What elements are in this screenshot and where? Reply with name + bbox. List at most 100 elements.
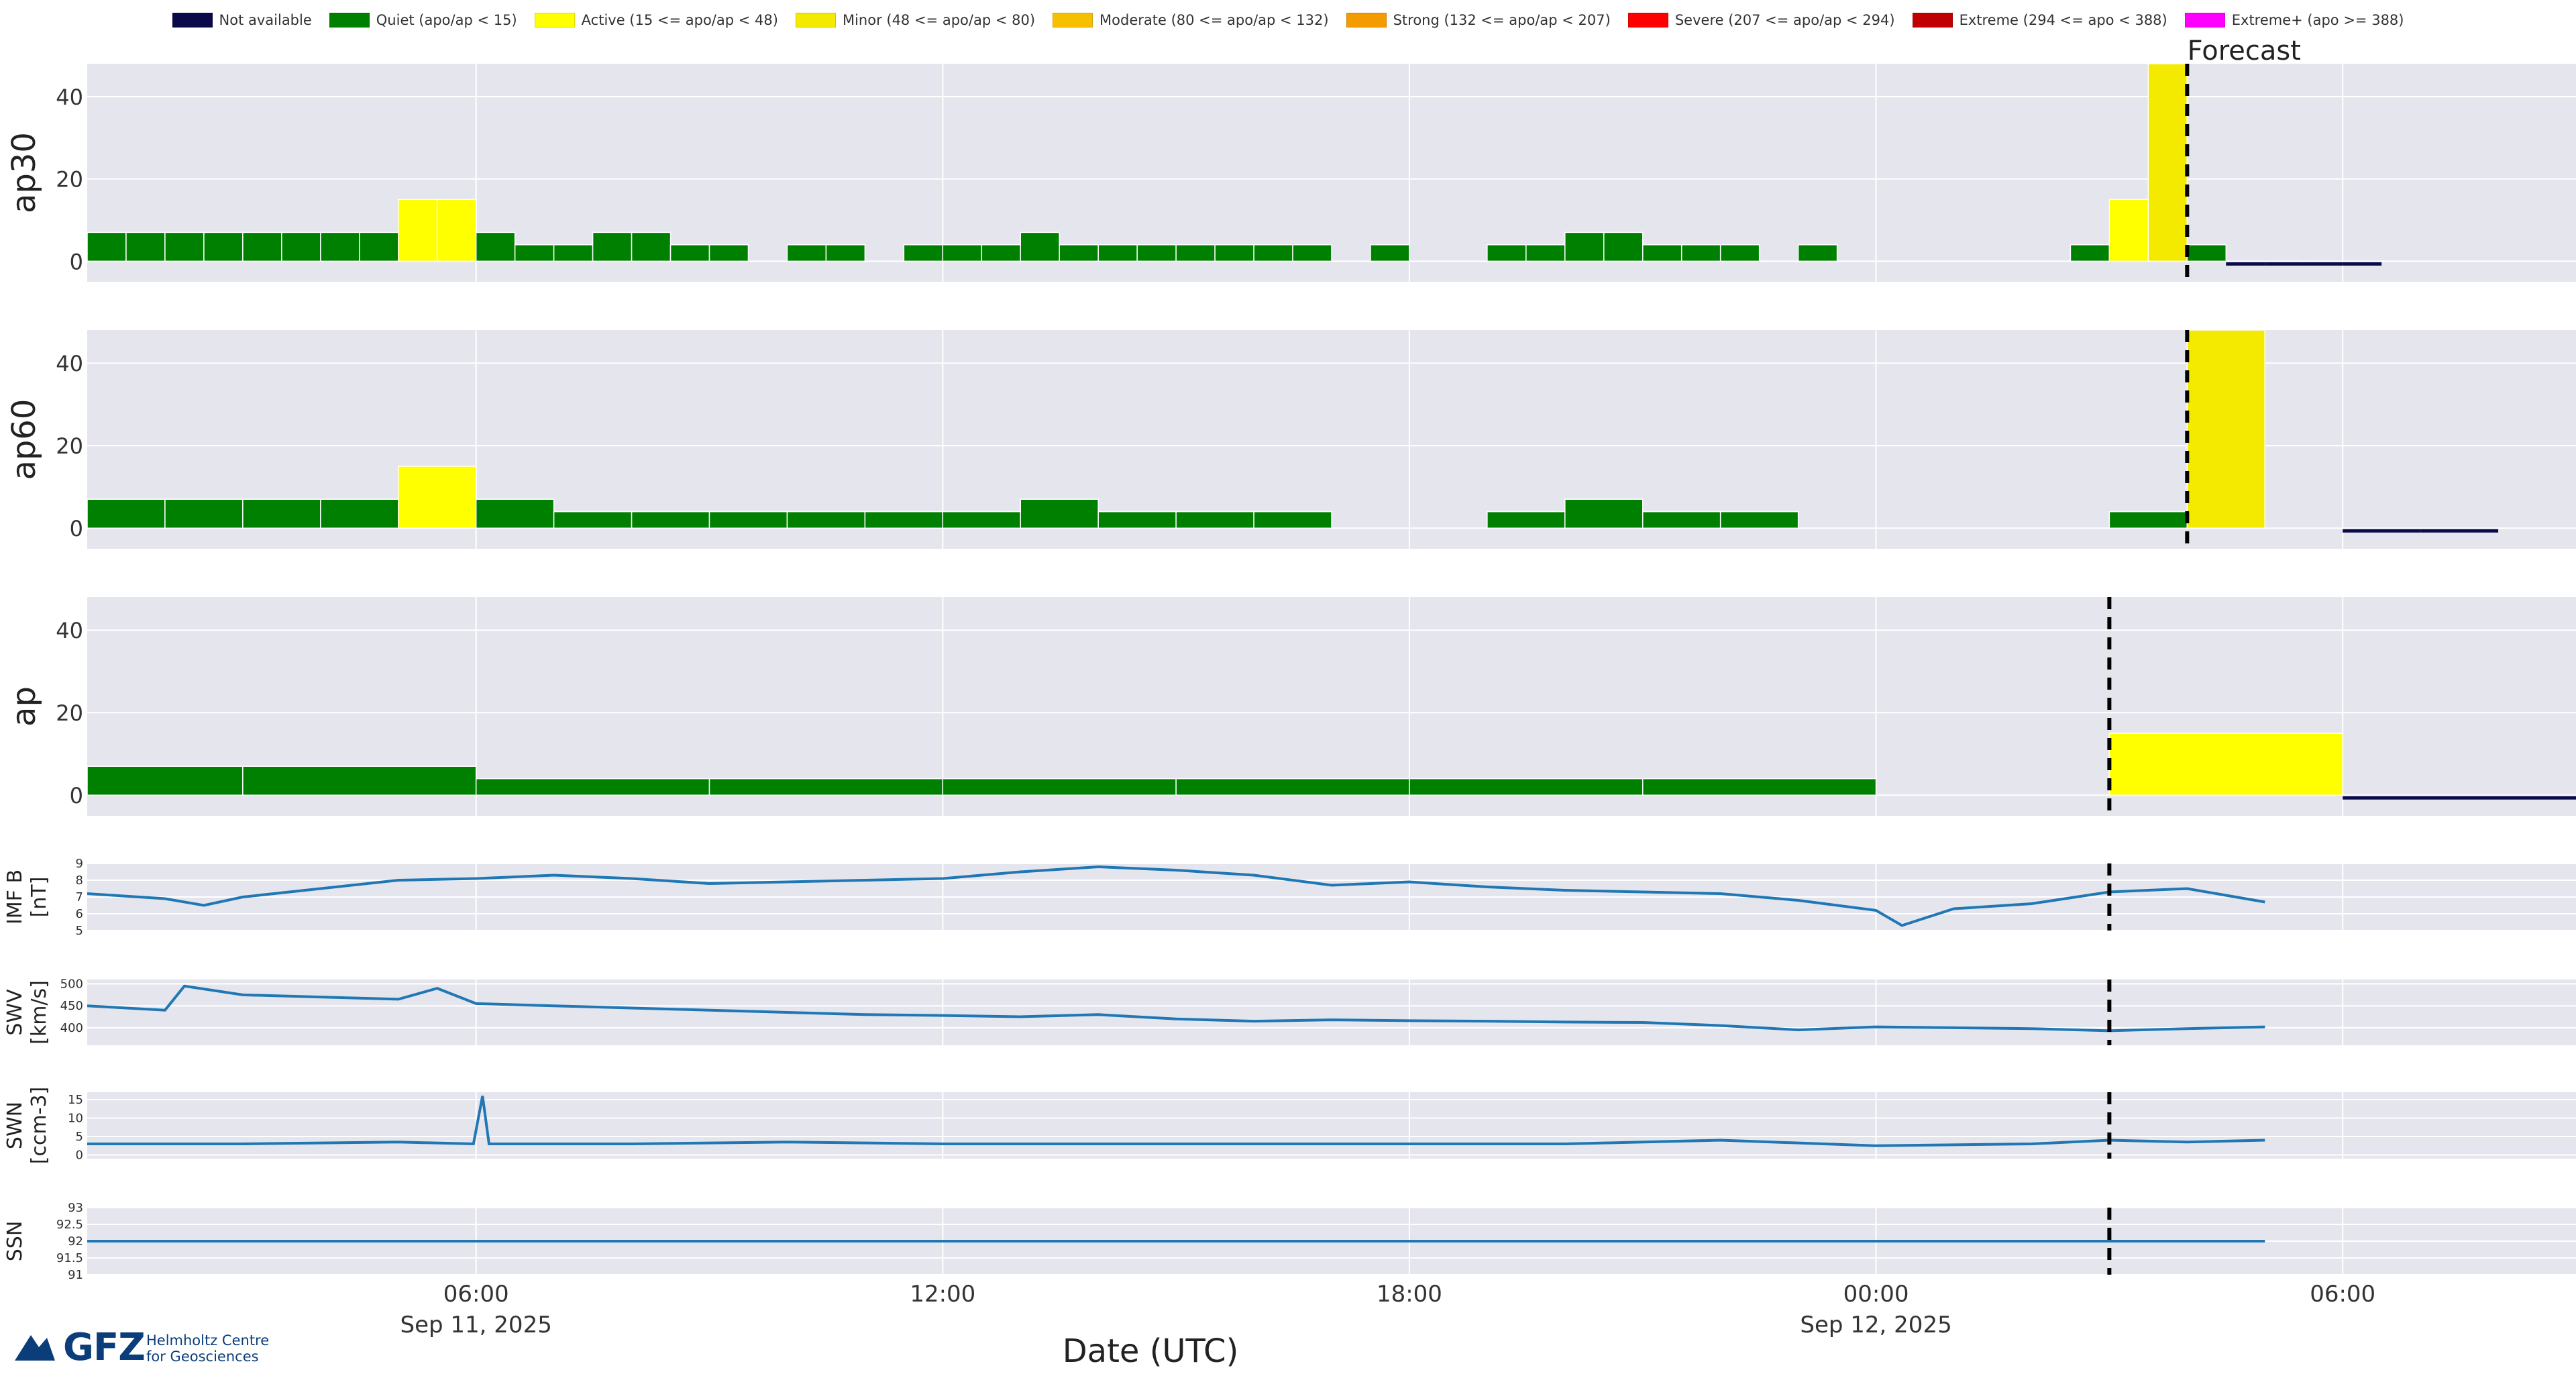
legend-swatch [329, 13, 370, 28]
legend-label: Quiet (apo/ap < 15) [376, 12, 517, 28]
bar [1253, 244, 1293, 262]
logo-line-1: Helmholtz Centre [146, 1332, 270, 1349]
bar [2108, 199, 2149, 262]
x-tick-label: 06:00 [2310, 1281, 2375, 1308]
bar [1680, 244, 1721, 262]
y-tick-label: 6 [76, 907, 83, 921]
y-tick-label: 40 [56, 351, 83, 376]
bar [320, 231, 360, 262]
bar [631, 231, 672, 262]
bar [1642, 778, 1877, 796]
y-axis-label: ap [5, 686, 43, 727]
y-tick-label: 20 [56, 700, 83, 726]
legend-swatch [1053, 13, 1093, 28]
legend-item[interactable]: Moderate (80 <= apo/ap < 132) [1053, 12, 1329, 28]
y-tick-label: 40 [56, 618, 83, 643]
legend-item[interactable]: Minor (48 <= apo/ap < 80) [795, 12, 1035, 28]
bar [1797, 244, 1838, 262]
bar [398, 466, 477, 529]
panel-background [87, 980, 2576, 1045]
logo-text: GFZ [63, 1326, 146, 1369]
y-tick-label: 93 [68, 1201, 83, 1215]
y-tick-label: 9 [76, 857, 83, 871]
bar [1097, 511, 1177, 529]
bar [2070, 244, 2110, 262]
y-tick-label: 20 [56, 433, 83, 459]
y-tick-label: 40 [56, 85, 83, 110]
legend-item[interactable]: Severe (207 <= apo/ap < 294) [1627, 12, 1895, 28]
bar [1020, 498, 1099, 529]
bar [1059, 244, 1099, 262]
bar [669, 244, 710, 262]
bar [942, 778, 1177, 796]
bar [2108, 733, 2343, 796]
legend-swatch [1627, 13, 1668, 28]
bar [1097, 244, 1138, 262]
gfz-logo-icon [15, 1335, 55, 1361]
bar [87, 765, 244, 796]
bar [631, 511, 710, 529]
bar [1564, 231, 1605, 262]
legend-swatch [2184, 13, 2225, 28]
bar [320, 498, 399, 529]
bar [2186, 244, 2227, 262]
y-tick-label: 0 [70, 516, 83, 541]
y-tick-label: 5 [76, 924, 83, 938]
bar [203, 231, 244, 262]
y-axis-unit-label: [nT] [28, 877, 51, 918]
bar [398, 199, 438, 262]
legend-item[interactable]: Quiet (apo/ap < 15) [329, 12, 517, 28]
legend-swatch [1912, 13, 1953, 28]
bar [1253, 511, 1332, 529]
y-axis-unit-label: [ccm-3] [28, 1087, 51, 1165]
bar [1214, 244, 1254, 262]
bar [1525, 244, 1566, 262]
bar [786, 244, 827, 262]
bar [1292, 244, 1332, 262]
x-tick-sublabel: Sep 12, 2025 [1800, 1312, 1951, 1338]
bar [864, 511, 944, 529]
bar [242, 231, 282, 262]
bar [1370, 244, 1410, 262]
legend-label: Moderate (80 <= apo/ap < 132) [1099, 12, 1329, 28]
bar [1487, 511, 1566, 529]
legend-item[interactable]: Extreme (294 <= apo < 388) [1912, 12, 2167, 28]
bar [1642, 511, 1721, 529]
legend-item[interactable]: Not available [172, 12, 312, 28]
y-tick-label: 8 [76, 874, 83, 888]
bar [242, 498, 321, 529]
bar [708, 244, 749, 262]
bar [553, 244, 594, 262]
legend-item[interactable]: Active (15 <= apo/ap < 48) [534, 12, 778, 28]
x-tick-sublabel: Sep 11, 2025 [400, 1312, 552, 1338]
series-line [87, 984, 2265, 1033]
y-axis-label: ap30 [5, 132, 43, 213]
bar [1564, 498, 1644, 529]
bar [708, 778, 944, 796]
bar [164, 498, 244, 529]
bar [981, 244, 1021, 262]
bar [475, 498, 555, 529]
bar [436, 199, 477, 262]
bar [1175, 778, 1410, 796]
y-tick-label: 450 [60, 999, 83, 1013]
bar [942, 244, 983, 262]
forecast-label: Forecast [2188, 36, 2301, 66]
x-tick-label: 18:00 [1377, 1281, 1442, 1308]
bar [1487, 244, 1527, 262]
y-tick-label: 92.5 [56, 1218, 83, 1232]
bar [553, 511, 633, 529]
bar [164, 231, 205, 262]
legend-label: Active (15 <= apo/ap < 48) [581, 12, 778, 28]
bar [2108, 511, 2188, 529]
y-tick-label: 0 [70, 249, 83, 274]
legend-item[interactable]: Strong (132 <= apo/ap < 207) [1346, 12, 1611, 28]
bar [825, 244, 866, 262]
bar [475, 778, 710, 796]
legend-swatch [795, 13, 836, 28]
legend: Not available Quiet (apo/ap < 15) Active (… [0, 7, 2576, 34]
legend-item[interactable]: Extreme+ (apo >= 388) [2184, 12, 2404, 28]
y-tick-label: 7 [76, 890, 83, 904]
bar [942, 511, 1021, 529]
y-axis-label: SWN [3, 1102, 27, 1149]
